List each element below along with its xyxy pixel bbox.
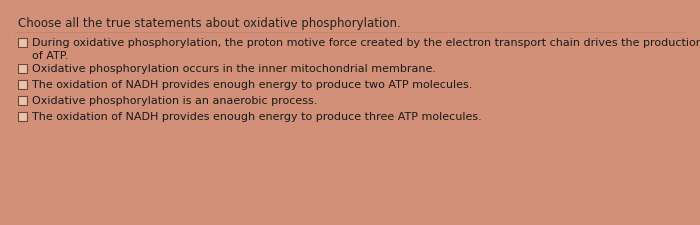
Text: During oxidative phosphorylation, the proton motive force created by the electro: During oxidative phosphorylation, the pr… (32, 38, 700, 61)
Text: Choose all the true statements about oxidative phosphorylation.: Choose all the true statements about oxi… (18, 17, 400, 30)
Text: Oxidative phosphorylation occurs in the inner mitochondrial membrane.: Oxidative phosphorylation occurs in the … (32, 64, 436, 74)
Text: Oxidative phosphorylation is an anaerobic process.: Oxidative phosphorylation is an anaerobi… (32, 96, 317, 106)
Text: The oxidation of NADH provides enough energy to produce three ATP molecules.: The oxidation of NADH provides enough en… (32, 112, 482, 122)
Bar (18, 64, 27, 73)
Bar (18, 80, 27, 89)
Bar (18, 96, 27, 105)
Text: The oxidation of NADH provides enough energy to produce two ATP molecules.: The oxidation of NADH provides enough en… (32, 80, 472, 90)
Bar (18, 112, 27, 121)
Bar (18, 38, 27, 47)
